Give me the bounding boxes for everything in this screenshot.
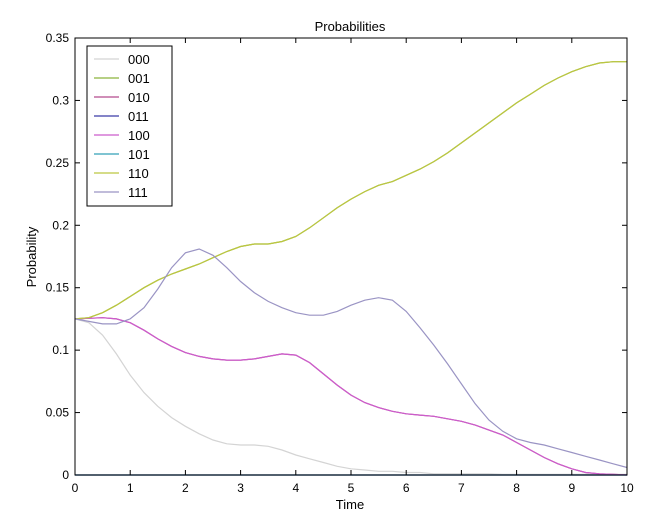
x-tick-label: 8 — [513, 481, 520, 495]
legend-label: 101 — [128, 147, 150, 162]
series-line-100 — [74, 317, 628, 476]
y-axis-label: Probability — [24, 226, 39, 287]
y-tick-label: 0.1 — [52, 343, 69, 357]
x-axis-label: Time — [336, 497, 364, 512]
legend-box — [86, 45, 173, 207]
legend-label: 100 — [128, 128, 150, 143]
y-tick-label: 0.3 — [52, 93, 69, 107]
series-line-111 — [74, 248, 628, 469]
x-tick-label: 9 — [568, 481, 575, 495]
legend-label: 010 — [128, 90, 150, 105]
x-tick-label: 7 — [458, 481, 465, 495]
x-tick-label: 2 — [182, 481, 189, 495]
series-line-000 — [74, 318, 627, 475]
x-axis: 0 1 2 3 4 5 6 7 8 9 10 — [72, 38, 634, 495]
y-tick-label: 0.15 — [46, 281, 70, 295]
x-tick-label: 3 — [237, 481, 244, 495]
y-tick-label: 0.2 — [52, 218, 69, 232]
x-tick-label: 1 — [127, 481, 134, 495]
y-tick-label: 0.05 — [46, 406, 70, 420]
legend-label: 001 — [128, 71, 150, 86]
legend: 000 001 010 011 100 101 110 111 — [86, 45, 173, 207]
y-tick-label: 0.35 — [46, 31, 70, 45]
legend-label: 110 — [128, 166, 149, 181]
x-tick-label: 10 — [620, 481, 634, 495]
series-line-010 — [74, 317, 628, 476]
chart-title: Probabilities — [315, 19, 386, 34]
y-tick-label: 0.25 — [46, 156, 70, 170]
legend-label: 111 — [128, 185, 148, 200]
x-tick-label: 0 — [72, 481, 79, 495]
x-tick-label: 6 — [403, 481, 410, 495]
y-axis: 0 0.05 0.1 0.15 0.2 0.25 0.3 0.35 — [46, 31, 627, 482]
x-tick-label: 5 — [348, 481, 355, 495]
x-tick-label: 4 — [292, 481, 299, 495]
legend-label: 011 — [128, 109, 149, 124]
y-tick-label: 0 — [62, 468, 69, 482]
series-line-110 — [74, 61, 627, 320]
legend-label: 000 — [128, 52, 150, 67]
